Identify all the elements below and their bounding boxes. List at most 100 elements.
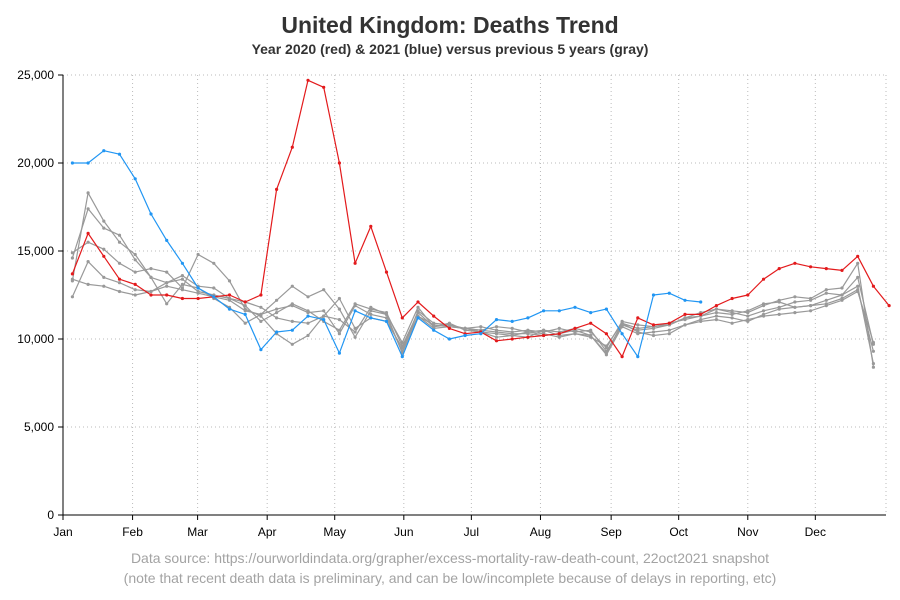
data-point — [494, 325, 499, 329]
y-tick-label: 0 — [47, 508, 54, 522]
data-point — [165, 302, 169, 306]
data-point — [102, 254, 106, 258]
data-point — [809, 296, 813, 301]
data-point — [369, 224, 373, 228]
y-tick-label: 15,000 — [17, 244, 54, 258]
data-point — [809, 304, 813, 308]
data-point — [212, 286, 216, 290]
data-point — [102, 149, 106, 153]
data-point — [510, 326, 514, 330]
data-point — [290, 145, 294, 149]
data-point — [322, 85, 326, 89]
data-point — [227, 293, 232, 297]
data-point — [714, 311, 719, 315]
data-point — [117, 289, 122, 294]
data-point — [447, 323, 451, 327]
data-point — [416, 305, 420, 309]
x-tick-label: Jul — [464, 525, 479, 539]
data-point — [306, 78, 310, 82]
data-point — [730, 296, 734, 301]
data-point — [683, 298, 687, 302]
data-point — [337, 328, 341, 332]
x-tick-label: Feb — [122, 525, 143, 539]
data-point — [589, 333, 593, 338]
data-point — [510, 333, 514, 338]
data-point — [714, 304, 719, 308]
data-point — [542, 309, 546, 313]
data-point — [793, 261, 797, 265]
series-line-5 — [70, 78, 891, 359]
data-point — [856, 254, 860, 258]
data-point — [117, 277, 122, 281]
data-point — [699, 318, 703, 322]
data-point — [384, 270, 389, 274]
data-point — [275, 330, 279, 334]
data-point — [86, 282, 90, 286]
data-point — [86, 191, 90, 195]
data-point — [683, 312, 687, 316]
chart-subtitle: Year 2020 (red) & 2021 (blue) versus pre… — [251, 41, 649, 57]
data-point — [117, 233, 122, 237]
series-path — [72, 241, 874, 354]
data-point — [730, 309, 734, 313]
data-point — [149, 275, 153, 279]
data-point — [133, 282, 137, 286]
data-point — [322, 288, 326, 292]
data-point — [149, 212, 153, 216]
data-point — [714, 314, 719, 318]
data-point — [353, 261, 357, 265]
data-point — [620, 355, 624, 359]
data-point — [730, 321, 734, 325]
data-point — [180, 282, 184, 286]
data-point — [494, 335, 499, 339]
data-point — [102, 219, 106, 223]
data-point — [871, 365, 876, 369]
data-point — [400, 340, 404, 345]
data-point — [840, 268, 844, 272]
series-path — [72, 278, 874, 356]
data-point — [463, 333, 467, 338]
data-point — [180, 261, 184, 265]
data-point — [777, 307, 781, 311]
data-point — [746, 311, 750, 315]
data-point — [180, 296, 184, 301]
data-point — [196, 252, 200, 257]
series-line-3 — [70, 240, 876, 355]
data-point — [70, 251, 74, 255]
data-point — [620, 332, 624, 336]
data-point — [70, 272, 74, 276]
data-point — [369, 316, 373, 320]
data-point — [275, 307, 279, 311]
data-point — [557, 326, 561, 330]
data-point — [542, 333, 546, 338]
data-point — [699, 312, 703, 316]
data-point — [526, 330, 530, 334]
data-point — [133, 288, 137, 292]
data-point — [369, 305, 373, 309]
data-point — [149, 289, 153, 294]
data-point — [337, 332, 341, 336]
x-tick-label: May — [323, 525, 346, 539]
data-point — [447, 326, 451, 330]
data-point — [651, 323, 656, 327]
data-point — [86, 161, 90, 165]
x-tick-label: Oct — [669, 525, 688, 539]
data-point — [589, 311, 593, 315]
data-point — [526, 316, 530, 320]
data-point — [180, 277, 184, 281]
data-point — [149, 293, 153, 297]
data-point — [557, 309, 561, 313]
data-point — [133, 177, 137, 181]
data-point — [510, 330, 514, 334]
data-point — [165, 284, 169, 288]
data-point — [70, 295, 74, 299]
data-point — [102, 275, 106, 279]
data-point — [793, 305, 797, 309]
data-point — [259, 312, 263, 316]
data-point — [447, 337, 451, 341]
data-point — [667, 291, 671, 295]
series-path — [71, 192, 874, 368]
data-point — [275, 187, 279, 191]
data-point — [793, 311, 797, 315]
data-point — [117, 261, 122, 265]
